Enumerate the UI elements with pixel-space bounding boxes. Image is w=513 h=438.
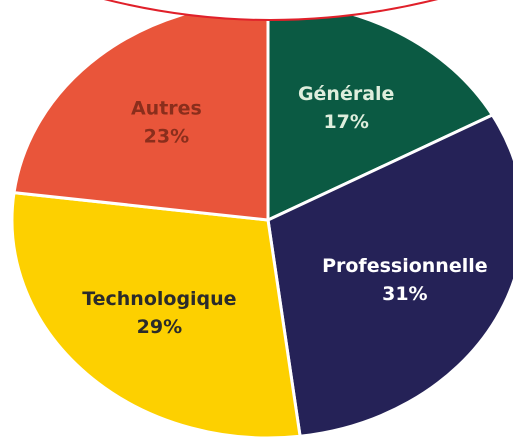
slice-value: 29% bbox=[137, 316, 182, 338]
slice-name: Technologique bbox=[82, 288, 236, 310]
slice-value: 23% bbox=[144, 125, 189, 147]
pie-slice bbox=[10, 191, 302, 438]
slice-value: 17% bbox=[323, 111, 368, 133]
slice-name: Professionnelle bbox=[322, 255, 488, 277]
slice-name: Générale bbox=[298, 83, 394, 105]
slice-name: Autres bbox=[131, 97, 202, 119]
slice-value: 31% bbox=[382, 283, 427, 305]
pie-slice bbox=[266, 113, 513, 438]
decor-arc bbox=[103, 0, 439, 21]
